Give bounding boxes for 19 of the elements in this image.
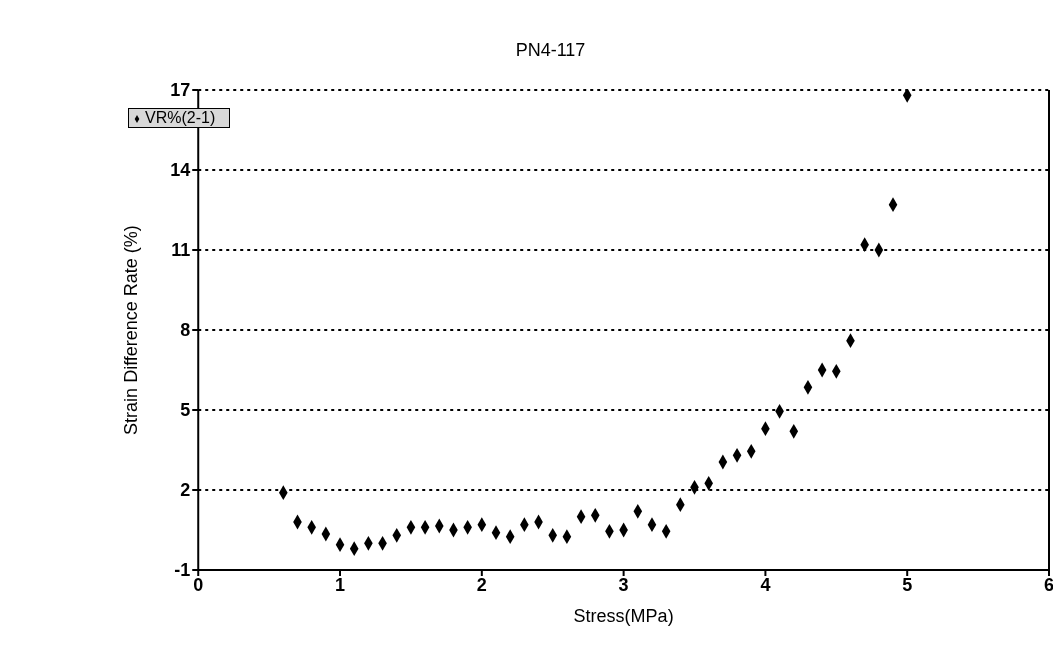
y-tick-label: 8 xyxy=(180,320,191,341)
x-tick-label: 5 xyxy=(902,574,913,595)
x-axis-title: Stress(MPa) xyxy=(573,606,674,626)
y-tick-label: 5 xyxy=(180,400,191,421)
y-tick-label: 2 xyxy=(180,480,191,501)
x-tick-label: 1 xyxy=(335,574,346,595)
point xyxy=(902,90,912,103)
chart-title: PN4-117 xyxy=(514,40,587,61)
y-tick-label: 11 xyxy=(171,240,191,261)
x-tick-label: 6 xyxy=(1043,574,1055,595)
x-tick-label: 0 xyxy=(193,574,204,595)
y-tick-label: -1 xyxy=(174,560,191,581)
y-tick-label: 14 xyxy=(170,160,191,181)
x-tick-label: 2 xyxy=(476,574,487,595)
y-tick-label: 17 xyxy=(170,80,191,101)
x-tick-label: 3 xyxy=(618,574,629,595)
legend-label: VR%(2-1) xyxy=(145,109,216,126)
y-axis-title: Strain Difference Rate (%) xyxy=(120,225,141,435)
x-tick-label: 4 xyxy=(760,574,771,595)
